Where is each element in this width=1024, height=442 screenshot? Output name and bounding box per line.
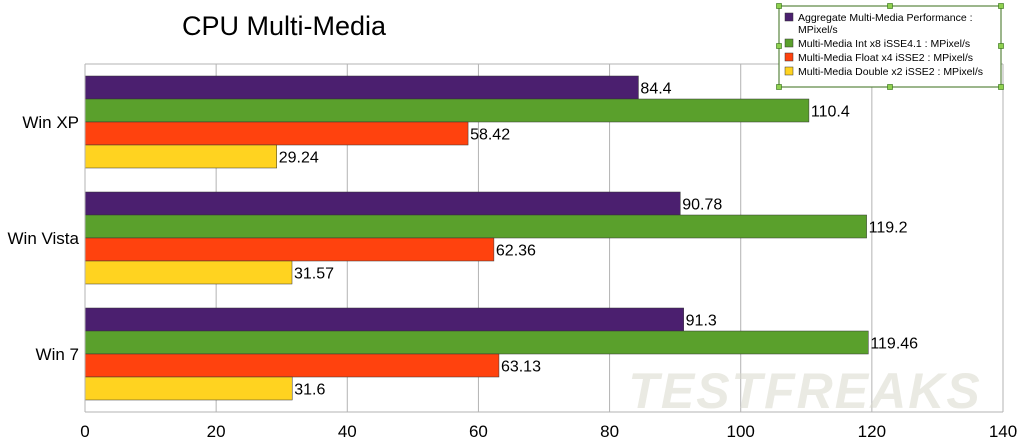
watermark-logo: TESTFREAKS — [628, 363, 981, 419]
data-label: 62.36 — [496, 243, 536, 260]
legend-handle[interactable] — [887, 3, 893, 9]
legend-label: Multi-Media Float x4 iSSE2 : MPixel/s — [798, 52, 973, 64]
bar — [84, 144, 277, 169]
data-label: 31.57 — [294, 266, 334, 283]
legend-handle[interactable] — [887, 84, 893, 90]
watermark-text: TESTFREAKS — [628, 363, 981, 419]
legend-handle[interactable] — [776, 84, 782, 90]
legend-handle[interactable] — [998, 84, 1004, 90]
bar — [84, 260, 293, 285]
data-label: 119.46 — [870, 336, 918, 353]
bar — [84, 307, 684, 332]
bar — [84, 353, 500, 378]
legend-label: Multi-Media Int x8 iSSE4.1 : MPixel/s — [798, 38, 970, 50]
x-tick-label: 40 — [338, 422, 357, 441]
data-label: 84.4 — [640, 81, 671, 98]
axes: 0 20 40 60 80 100 120 140 Win XP Win Vista Win 7 — [8, 64, 1017, 441]
data-label: 91.3 — [686, 313, 717, 330]
legend-handle[interactable] — [998, 43, 1004, 49]
data-label: 58.42 — [470, 127, 510, 144]
data-label: 29.24 — [279, 150, 319, 167]
legend-handle[interactable] — [776, 43, 782, 49]
legend-handle[interactable] — [776, 3, 782, 9]
category-label: Win XP — [22, 113, 79, 132]
bar — [84, 98, 810, 123]
legend-handle[interactable] — [998, 3, 1004, 9]
bar — [84, 75, 639, 100]
data-label: 90.78 — [682, 197, 722, 214]
x-tick-label: 140 — [989, 422, 1017, 441]
bar — [84, 191, 681, 216]
data-label: 119.2 — [869, 220, 908, 237]
category-label: Win Vista — [8, 229, 80, 248]
legend-items: Aggregate Multi-Media Performance : MPixe… — [784, 12, 983, 78]
legend-swatch — [784, 52, 794, 62]
x-tick-label: 100 — [727, 422, 755, 441]
data-label: 63.13 — [501, 359, 541, 376]
bar — [84, 376, 293, 401]
bars: 84.4 110.4 58.42 29.24 90.78 119.2 62.36 31.57 9… — [84, 75, 918, 401]
data-label: 31.6 — [294, 382, 325, 399]
x-tick-label: 80 — [600, 422, 619, 441]
x-tick-label: 120 — [858, 422, 886, 441]
legend: Aggregate Multi-Media Performance : MPixe… — [776, 3, 1004, 90]
bar — [84, 237, 495, 262]
category-label: Win 7 — [36, 345, 79, 364]
data-label: 110.4 — [811, 104, 850, 121]
legend-swatch — [784, 38, 794, 48]
bar — [84, 214, 867, 239]
legend-label: Aggregate Multi-Media Performance : MPixe… — [798, 12, 973, 36]
legend-swatch — [784, 12, 794, 22]
legend-swatch — [784, 66, 794, 76]
bar — [84, 330, 869, 355]
chart-title: CPU Multi-Media — [182, 11, 387, 41]
bar — [84, 121, 469, 146]
x-tick-label: 0 — [80, 422, 89, 441]
x-tick-label: 20 — [207, 422, 226, 441]
legend-label: Multi-Media Double x2 iSSE2 : MPixel/s — [798, 66, 983, 78]
x-tick-label: 60 — [469, 422, 488, 441]
